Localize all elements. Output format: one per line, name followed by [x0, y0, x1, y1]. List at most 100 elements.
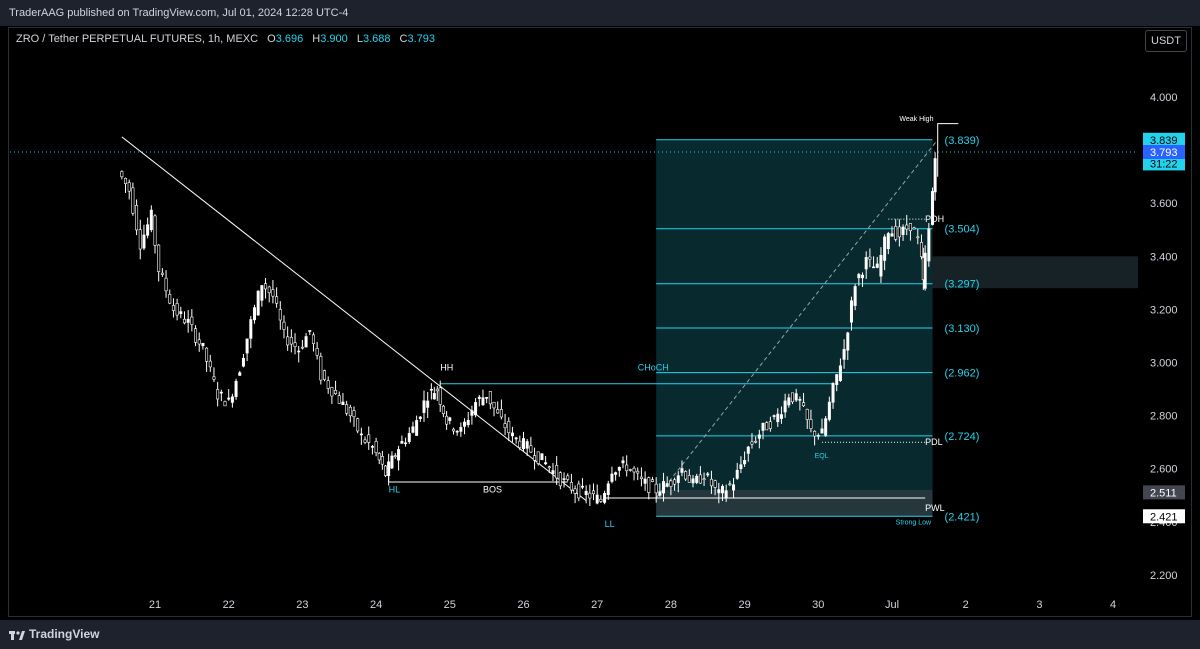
- candle-body: [308, 330, 312, 332]
- candle-body: [293, 342, 297, 347]
- candle-body: [234, 380, 238, 397]
- candle-body: [603, 492, 607, 503]
- candle-body: [724, 490, 728, 499]
- candle-body: [687, 475, 691, 483]
- candle-body: [761, 422, 765, 431]
- candle-body: [875, 263, 879, 268]
- candle-body: [813, 430, 817, 437]
- candle-body: [791, 392, 795, 403]
- candle-body: [271, 289, 275, 297]
- candle-body: [580, 485, 584, 488]
- candle-body: [846, 332, 850, 351]
- candle-body: [445, 415, 449, 425]
- candle-body: [422, 400, 426, 413]
- annotation-labels: HH HL BOS LL CHoCH EQL PDL PWL PDH Weak High Stron…: [389, 116, 945, 529]
- annotation-label: PDL: [925, 437, 943, 447]
- candle-body: [179, 311, 183, 314]
- candle-body: [521, 438, 525, 450]
- candle-body: [529, 445, 533, 453]
- candle-body: [448, 417, 452, 421]
- candle-body: [831, 382, 835, 403]
- candle-body: [164, 277, 168, 292]
- candle-body: [138, 229, 142, 250]
- candle-body: [380, 456, 384, 465]
- candle-body: [359, 433, 363, 436]
- candle-body: [499, 409, 503, 418]
- candle-body: [927, 228, 931, 262]
- fib-level-label: (3.504): [945, 224, 980, 236]
- currency-button[interactable]: USDT: [1145, 30, 1187, 52]
- candle-body: [684, 471, 688, 480]
- candle-body: [794, 393, 798, 401]
- candle-body: [872, 266, 876, 269]
- candle-body: [383, 465, 387, 476]
- candle-body: [387, 461, 391, 476]
- candle-body: [514, 437, 518, 440]
- candle-body: [492, 401, 496, 409]
- candle-body: [124, 178, 128, 184]
- candle-body: [658, 491, 662, 496]
- candle-body: [319, 356, 323, 381]
- candle-body: [743, 460, 747, 465]
- x-tick-label: 29: [738, 599, 750, 611]
- candle-body: [157, 244, 161, 272]
- candle-body: [297, 350, 301, 353]
- candle-body: [536, 451, 540, 464]
- x-tick-label: 2: [963, 599, 969, 611]
- candle-body: [249, 319, 253, 339]
- candle-body: [252, 307, 256, 321]
- x-tick-label: 25: [444, 599, 456, 611]
- candle-body: [533, 455, 537, 461]
- candle-body: [337, 395, 341, 404]
- candle-body: [175, 303, 179, 316]
- drawings: [10, 123, 1138, 501]
- candle-body: [348, 406, 352, 417]
- candle-body: [518, 440, 522, 448]
- candle-body: [525, 441, 529, 449]
- candle-body: [901, 226, 905, 235]
- candle-body: [680, 468, 684, 473]
- candle-body: [897, 226, 901, 238]
- candle-body: [827, 401, 831, 420]
- candle-body: [323, 370, 327, 380]
- annotation-label: EQL: [815, 453, 829, 460]
- tradingview-brand[interactable]: TradingView: [9, 627, 99, 641]
- candle-body: [131, 187, 135, 214]
- candle-body: [551, 470, 555, 474]
- candle-body: [201, 342, 205, 347]
- candle-body: [223, 401, 227, 407]
- candle-body: [411, 426, 415, 433]
- candle-body: [197, 339, 201, 345]
- x-tick-label: 30: [812, 599, 824, 611]
- candle-body: [728, 483, 732, 486]
- candle-body: [241, 357, 245, 367]
- fib-level-label: (3.839): [945, 135, 980, 147]
- candle-body: [397, 449, 401, 461]
- candle-body: [757, 434, 761, 439]
- price-tag-label: 3.839: [1150, 135, 1178, 147]
- x-tick-label: 4: [1110, 599, 1116, 611]
- candle-body: [573, 488, 577, 494]
- candle-body: [153, 215, 157, 246]
- candle-body: [636, 470, 640, 474]
- candle-body: [842, 349, 846, 360]
- candle-body: [861, 274, 865, 279]
- candle-body: [933, 158, 937, 193]
- y-tick-label: 2.200: [1150, 570, 1178, 582]
- candle-body: [599, 498, 603, 502]
- candle-body: [146, 224, 150, 236]
- candle-body: [212, 376, 216, 380]
- x-tick-label: 28: [665, 599, 677, 611]
- candle-body: [374, 441, 378, 453]
- candle-body: [772, 415, 776, 417]
- candle-body: [569, 482, 573, 491]
- candle-body: [816, 435, 820, 437]
- last-price-label: 3.793: [1150, 147, 1178, 159]
- published-info: TraderAAG published on TradingView.com, …: [9, 7, 349, 19]
- candle-body: [267, 286, 271, 294]
- candle-body: [754, 440, 758, 443]
- weak-high-bracket: [937, 123, 959, 177]
- chart-frame[interactable]: [8, 27, 1192, 617]
- candle-body: [481, 397, 485, 406]
